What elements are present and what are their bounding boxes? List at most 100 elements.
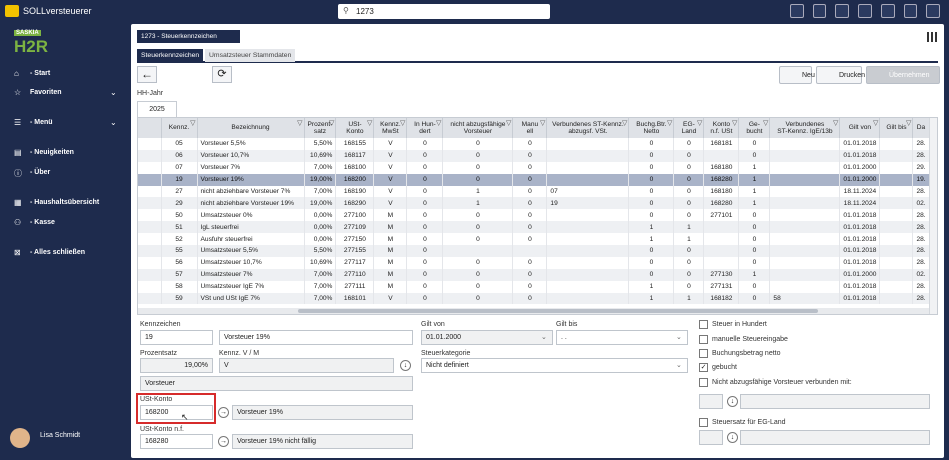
print-button[interactable]: Drucken (816, 66, 865, 84)
nav-item[interactable]: - Haushaltsübersicht (30, 199, 100, 206)
user-name[interactable]: Lisa Schmidt (40, 432, 81, 439)
column-header[interactable]: Manu ell ▽ (512, 118, 548, 138)
icon-button[interactable] (926, 4, 941, 18)
column-header[interactable]: USt- Konto ▽ (335, 118, 375, 138)
nav-item[interactable]: - Über (30, 169, 51, 176)
dropdown[interactable]: 01.01.2000 (421, 330, 553, 345)
table-cell: 277101 (703, 209, 740, 222)
subtab-active[interactable]: Steuerkennzeichen (137, 49, 204, 62)
dropdown[interactable]: . . (556, 330, 688, 345)
table-row[interactable]: 06 Vorsteuer 10,7% 10,69% 168117 V 0 0 0 0 0 0 01.0… (138, 149, 930, 162)
nav-item[interactable]: - Menü (30, 119, 53, 126)
dropdown-button[interactable]: ↓ (400, 360, 411, 371)
column-header[interactable]: Konto n.f. USt ▽ (703, 118, 740, 138)
table-cell: IgL steuerfrei (197, 221, 305, 234)
input[interactable]: Vorsteuer 19% (219, 330, 413, 345)
checkbox[interactable] (699, 335, 708, 344)
search-box[interactable]: 1273 (338, 4, 550, 19)
dropdown[interactable]: Nicht definiert (421, 358, 688, 373)
nav-item[interactable]: - Alles schließen (30, 249, 85, 256)
table-row[interactable]: 27 nicht abziehbare Vorsteuer 7% 7,00% 1681… (138, 185, 930, 198)
table-row[interactable]: 59 VSt und USt IgE 7% 7,00% 168101 V 0 0 0 1 1 168… (138, 292, 930, 305)
checkbox[interactable] (699, 378, 708, 387)
table-cell: 02. (912, 197, 930, 210)
column-header[interactable]: Gilt von ▽ (839, 118, 881, 138)
nav-item[interactable]: - Kasse (30, 219, 55, 226)
column-header[interactable]: Buchg.Btr. Netto ▽ (628, 118, 675, 138)
table-cell: V (373, 173, 408, 186)
table-cell: 168290 (335, 197, 375, 210)
table-cell: 0 (512, 138, 548, 150)
column-header[interactable]: nicht abzugsfähige Vorsteuer ▽ (442, 118, 514, 138)
table-row[interactable]: 58 Umsatzsteuer IgE 7% 7,00% 277111 M 0 0 0 1 0 27… (138, 280, 930, 293)
input[interactable]: 19 (140, 330, 213, 345)
icon-button[interactable] (812, 4, 827, 18)
table-row[interactable]: 50 Umsatzsteuer 0% 0,00% 277100 M 0 0 0 0 0 277101… (138, 209, 930, 222)
link-button[interactable]: → (218, 436, 229, 447)
checkbox-label: Buchungsbetrag netto (712, 350, 781, 357)
link-button[interactable]: → (218, 407, 229, 418)
table-row[interactable]: 56 Umsatzsteuer 10,7% 10,69% 277117 M 0 0 0 0 0 0 0… (138, 256, 930, 269)
table-cell: 0,00% (304, 209, 337, 222)
column-header[interactable]: Da (912, 118, 930, 138)
column-header[interactable]: Kennz. ▽ (161, 118, 198, 138)
table-cell: 0 (442, 280, 514, 293)
grid-menu-icon[interactable] (927, 32, 938, 42)
table-cell: 1 (738, 173, 771, 186)
new-button[interactable]: Neu (779, 66, 815, 84)
dropdown-button[interactable]: ↓ (727, 396, 738, 407)
table-row[interactable]: 05 Vorsteuer 5,5% 5,50% 168155 V 0 0 0 0 0 168181 0… (138, 138, 930, 150)
subtab[interactable]: Umsatzsteuer Stammdaten (205, 49, 296, 62)
table-row[interactable]: 19 Vorsteuer 19% 19,00% 168200 V 0 0 0 0 0 168280 1… (138, 173, 930, 186)
icon-button[interactable] (903, 4, 918, 18)
apply-button[interactable]: Übernehmen (866, 66, 940, 84)
input[interactable]: 168280 (140, 434, 213, 449)
table-cell: M (373, 221, 408, 234)
checkbox[interactable]: ✓ (699, 363, 708, 372)
column-header[interactable]: Bezeichnung ▽ (197, 118, 305, 138)
table-cell (546, 256, 630, 269)
column-header[interactable]: Gilt bis ▽ (879, 118, 914, 138)
table-cell: 0 (673, 268, 705, 281)
table-row[interactable]: 51 IgL steuerfrei 0,00% 277109 M 0 0 0 1 1 0 01.01.… (138, 221, 930, 234)
checkbox[interactable] (699, 349, 708, 358)
back-button[interactable]: ← (137, 66, 157, 83)
table-row[interactable]: 57 Umsatzsteuer 7% 7,00% 277110 M 0 0 0 0 0 277130… (138, 268, 930, 281)
table-row[interactable]: 29 nicht abziehbare Vorsteuer 19% 19,00% 16… (138, 197, 930, 210)
table-cell: 28. (912, 209, 930, 222)
icon-button[interactable] (858, 4, 872, 18)
table-row[interactable]: 55 Umsatzsteuer 5,5% 5,50% 277155 M 0 0 0 0 01.01… (138, 245, 930, 257)
dropdown-button[interactable]: ↓ (727, 432, 738, 443)
nav-item[interactable]: - Start (30, 70, 51, 77)
icon-button[interactable] (880, 4, 895, 18)
table-cell (546, 292, 630, 305)
table-cell: 0 (628, 245, 675, 257)
field-label: USt-Konto (140, 396, 173, 403)
table-cell: 01.01.2018 (839, 233, 881, 246)
nav-icon: ▤ (14, 148, 22, 157)
icon-button[interactable] (835, 4, 850, 18)
table-row[interactable]: 07 Vorsteuer 7% 7,00% 168100 V 0 0 0 0 0 168180 1 01… (138, 161, 930, 174)
table-row[interactable]: 52 Ausfuhr steuerfrei 0,00% 277150 M 0 0 0 1 1 0 01… (138, 233, 930, 246)
column-header[interactable]: Prozent- satz ▽ (304, 118, 337, 138)
input (740, 394, 930, 409)
column-header[interactable]: EG- Land ▽ (673, 118, 705, 138)
column-header[interactable]: Verbundenes ST-Kennz. abzugsf. VSt. ▽ (546, 118, 630, 138)
icon-button[interactable] (790, 4, 804, 18)
input[interactable]: 168200 (140, 405, 213, 420)
table-cell: 58 (769, 292, 841, 305)
column-header[interactable]: Ge- bucht ▽ (738, 118, 771, 138)
checkbox[interactable] (699, 320, 708, 329)
table-cell (769, 233, 841, 246)
table-cell: 19,00% (304, 197, 337, 210)
year-tab[interactable]: 2025 (137, 101, 177, 117)
column-header[interactable]: Verbundenes ST-Kennz. IgE/13b ▽ (769, 118, 841, 138)
column-header[interactable]: In Hun- dert ▽ (406, 118, 444, 138)
nav-item[interactable]: Favoriten (30, 89, 62, 96)
window-tab[interactable]: 1273 - Steuerkennzeichen (137, 30, 240, 43)
row-selector (138, 221, 162, 234)
checkbox[interactable] (699, 418, 708, 427)
refresh-button[interactable]: ⟳ (212, 66, 232, 83)
column-header[interactable]: Kennz. MwSt ▽ (373, 118, 408, 138)
nav-item[interactable]: - Neuigkeiten (30, 149, 74, 156)
